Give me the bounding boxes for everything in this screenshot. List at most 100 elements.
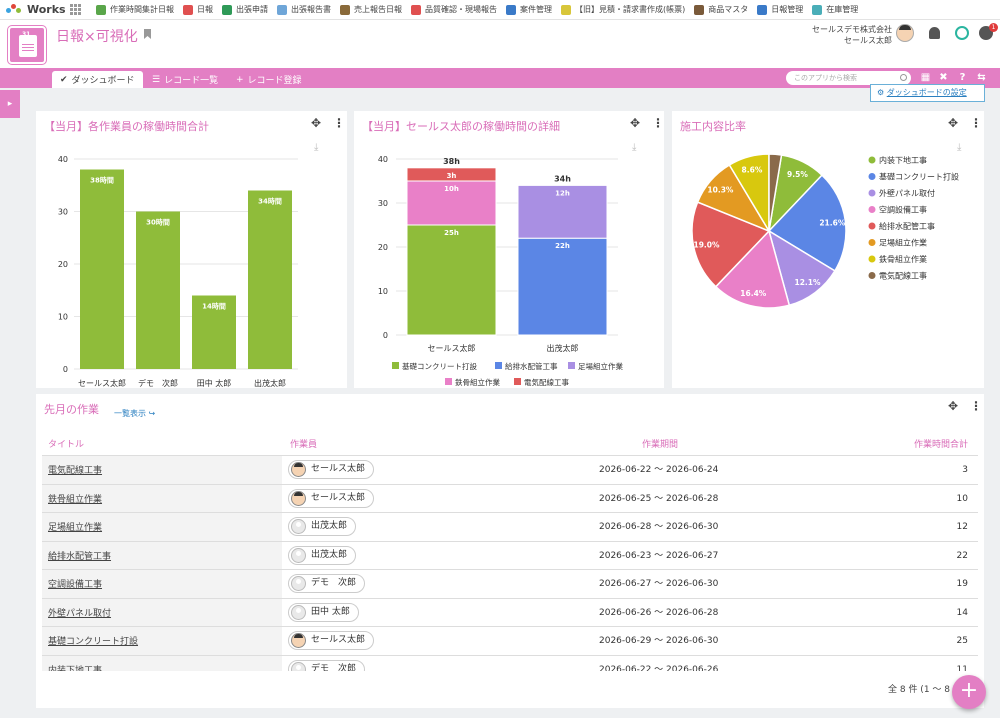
worker-name: セールス太郎 — [311, 492, 366, 503]
slice-label: 21.6% — [819, 219, 846, 228]
app-header: 31 日報×可視化 セールスデモ株式会社 セールス太郎 1 ✔ ダッシュボード ☰… — [0, 20, 1000, 88]
period-cell: 2026-06-23 〜 2026-06-27 — [599, 550, 719, 561]
bookmark-app-icon — [561, 4, 571, 15]
col-title-header: タイトル — [48, 440, 85, 450]
bookmark-link[interactable]: 出張申請 — [222, 4, 268, 15]
record-title-link[interactable]: 足場組立作業 — [48, 523, 103, 533]
list-view-link[interactable]: 一覧表示 ↪ — [114, 409, 156, 418]
more-menu-icon[interactable]: ⋮ — [970, 116, 982, 130]
total-label: 38h — [443, 157, 460, 166]
bookmark-app-icon — [222, 4, 232, 15]
bookmark-link[interactable]: 品質確認・現場報告 — [411, 4, 497, 15]
record-title-link[interactable]: 鉄骨組立作業 — [48, 494, 103, 505]
table-row: 鉄骨組立作業 セールス太郎 2026-06-25 〜 2026-06-28 10 — [42, 483, 978, 513]
period-cell: 2026-06-22 〜 2026-06-26 — [599, 664, 719, 672]
bookmark-link[interactable]: 日報管理 — [757, 4, 803, 15]
bookmark-label: 出張報告書 — [291, 5, 331, 14]
list-view-label: 一覧表示 — [114, 409, 146, 418]
works-logo[interactable]: Works — [0, 3, 70, 16]
tab-record-list[interactable]: ☰ レコード一覧 — [144, 71, 226, 88]
move-icon[interactable]: ✥ — [948, 399, 959, 413]
legend-label: 電気配線工事 — [524, 377, 569, 387]
search-input[interactable]: このアプリから検索 — [786, 71, 911, 85]
legend-label: 鉄骨組立作業 — [879, 254, 927, 264]
bar — [192, 295, 236, 369]
record-title-link[interactable]: 給排水配管工事 — [48, 551, 112, 562]
avatar — [291, 462, 306, 477]
more-menu-icon[interactable]: ⋮ — [333, 116, 345, 130]
worker-chip[interactable]: デモ 次郎 — [288, 659, 366, 671]
worker-chip[interactable]: セールス太郎 — [288, 488, 375, 508]
bar-segment — [406, 167, 497, 182]
qr-icon[interactable]: ▦ — [920, 72, 931, 83]
help-icon[interactable]: ? — [959, 72, 966, 83]
download-icon[interactable]: ⤓ — [957, 142, 962, 153]
bookmark-app-icon — [694, 4, 705, 15]
bookmark-link[interactable]: 案件管理 — [506, 4, 552, 15]
record-title-link[interactable]: 空調設備工事 — [48, 580, 103, 590]
download-icon[interactable]: ⤓ — [314, 142, 319, 153]
person-icon[interactable] — [955, 26, 969, 40]
tab-record-add[interactable]: + レコード登録 — [228, 71, 310, 88]
y-tick-label: 30 — [58, 208, 68, 217]
add-record-fab[interactable]: + — [952, 675, 986, 709]
more-menu-icon[interactable]: ⋮ — [970, 399, 982, 413]
tools-icon[interactable]: ✖ — [939, 72, 948, 83]
total-hours-cell: 11 — [956, 664, 968, 672]
tab-dashboard[interactable]: ✔ ダッシュボード — [52, 71, 143, 88]
bookmark-link[interactable]: 出張報告書 — [277, 4, 331, 15]
legend-swatch — [868, 206, 876, 213]
legend-swatch — [445, 378, 452, 385]
table-row: 足場組立作業 出茂太郎 2026-06-28 〜 2026-06-30 12 — [42, 512, 978, 541]
worker-chip[interactable]: 田中 太郎 — [288, 602, 359, 622]
app-grid-icon[interactable] — [70, 3, 82, 16]
legend-swatch — [868, 156, 876, 164]
search-icon — [900, 74, 907, 81]
record-title-link[interactable]: 基礎コンクリート打設 — [48, 637, 139, 647]
bookmark-link[interactable]: 日報 — [183, 4, 213, 15]
sidebar-toggle[interactable]: ▸ — [0, 90, 20, 118]
bookmark-app-icon — [340, 4, 350, 15]
x-tick-label: デモ 次郎 — [138, 378, 178, 388]
worker-chip[interactable]: 出茂太郎 — [288, 517, 357, 536]
bar-segment — [517, 184, 608, 239]
bookmark-link[interactable]: 商品マスタ — [694, 4, 748, 15]
legend-swatch — [514, 378, 521, 385]
move-icon[interactable]: ✥ — [630, 116, 641, 130]
panel-title: 【当月】各作業員の稼働時間合計 — [44, 120, 209, 133]
bookmark-link[interactable]: 売上報告日報 — [340, 4, 402, 15]
data-label: 30時間 — [146, 218, 170, 227]
total-hours-cell: 10 — [956, 493, 968, 504]
legend-swatch — [868, 239, 876, 246]
more-menu-icon[interactable]: ⋮ — [652, 116, 664, 130]
worker-chip[interactable]: セールス太郎 — [288, 460, 375, 479]
bell-icon[interactable] — [929, 27, 940, 39]
move-icon[interactable]: ✥ — [311, 116, 322, 130]
bookmark-link[interactable]: 【旧】見積・請求書作成(帳票) — [561, 4, 685, 15]
record-title-link[interactable]: 電気配線工事 — [48, 466, 103, 476]
bookmark-link[interactable]: 作業時間集計日報 — [96, 4, 174, 15]
bar — [136, 211, 180, 369]
y-tick-label: 10 — [378, 287, 388, 296]
record-title-link[interactable]: 外壁パネル取付 — [48, 608, 112, 619]
dashboard-settings-button[interactable]: ⚙ ダッシュボードの設定 — [870, 84, 985, 102]
dashboard-settings-label: ダッシュボードの設定 — [886, 88, 967, 97]
legend-swatch — [868, 189, 876, 197]
record-title-link[interactable]: 内装下地工事 — [48, 665, 103, 672]
download-icon[interactable]: ⤓ — [632, 142, 637, 153]
bookmark-icon[interactable] — [144, 29, 151, 39]
worker-name: 田中 太郎 — [311, 606, 350, 617]
worker-chip[interactable]: 出茂太郎 — [288, 545, 357, 565]
legend-swatch — [868, 173, 876, 180]
swap-icon[interactable]: ⇆ — [977, 72, 986, 83]
bookmark-label: 日報管理 — [771, 5, 804, 14]
worker-chip[interactable]: セールス太郎 — [288, 631, 375, 650]
worker-chip[interactable]: デモ 次郎 — [288, 574, 366, 593]
bookmark-link[interactable]: 在庫管理 — [812, 4, 858, 15]
tab-record-add-label: レコード登録 — [247, 76, 302, 86]
user-avatar[interactable] — [896, 24, 914, 42]
avatar — [291, 661, 306, 671]
move-icon[interactable]: ✥ — [948, 116, 959, 130]
y-tick-label: 40 — [58, 155, 68, 164]
